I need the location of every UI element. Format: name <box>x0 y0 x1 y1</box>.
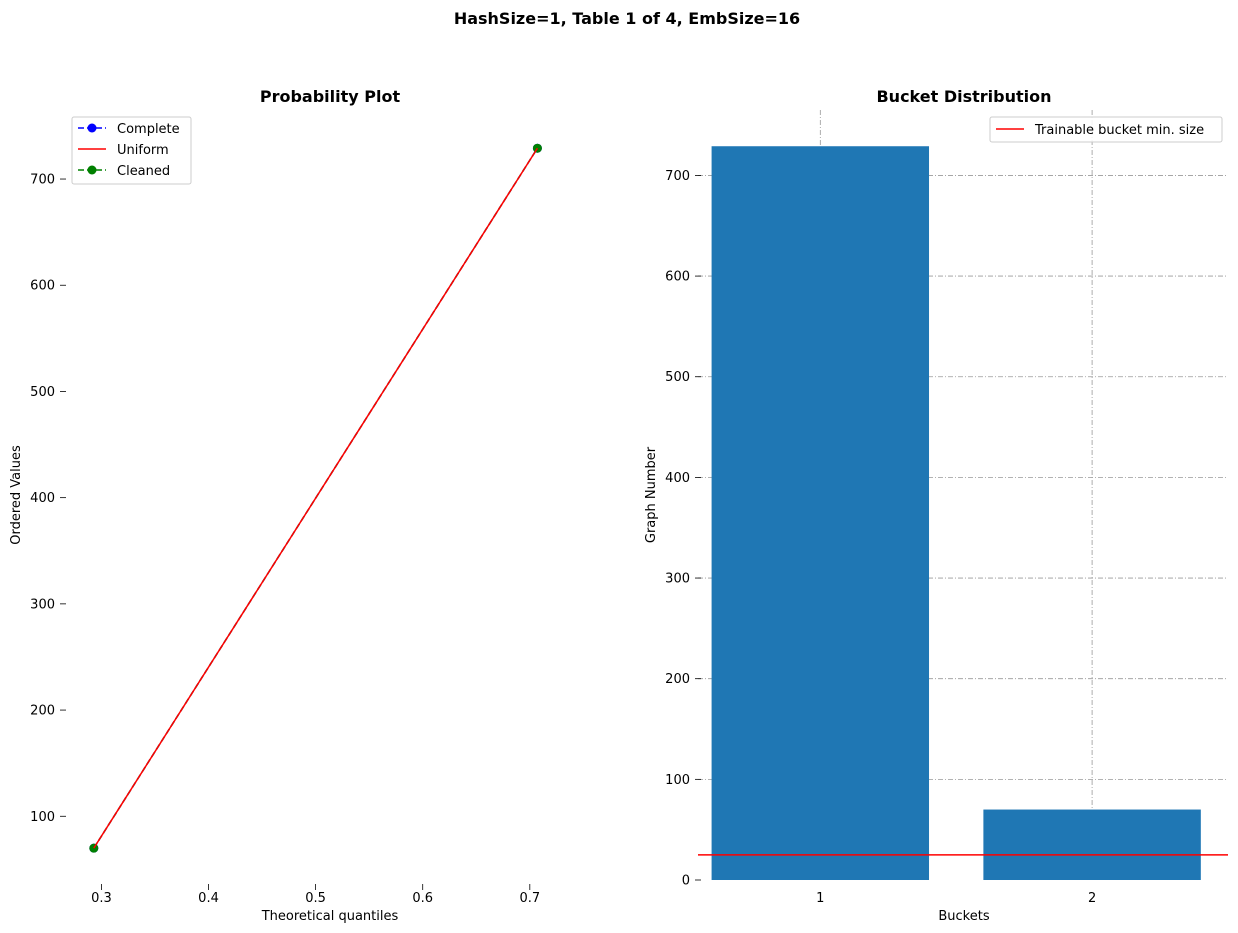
probability-plot-series <box>89 143 542 853</box>
y-tick-label: 300 <box>30 597 55 612</box>
x-tick-label: 2 <box>1088 891 1096 906</box>
legend-entry-cleaned: Cleaned <box>78 164 170 179</box>
legend-entry-uniform: Uniform <box>78 143 169 158</box>
bucket-distribution-bars <box>711 146 1201 880</box>
bar-bucket-2 <box>983 809 1201 880</box>
y-tick-label: 600 <box>665 270 690 285</box>
y-tick-label: 300 <box>665 572 690 587</box>
probability-plot-panel: Probability Plot 100 200 300 400 500 600 700 0… <box>9 87 542 924</box>
bucket-distribution-xlabel: Buckets <box>938 909 989 924</box>
y-tick-label: 400 <box>665 471 690 486</box>
y-tick-label: 700 <box>30 173 55 188</box>
x-tick-label: 0.4 <box>198 891 219 906</box>
probability-plot-xlabel: Theoretical quantiles <box>261 909 399 924</box>
bucket-distribution-title: Bucket Distribution <box>876 87 1051 106</box>
y-tick-label: 600 <box>30 279 55 294</box>
bar-bucket-1 <box>711 146 930 880</box>
x-tick-label: 0.5 <box>305 891 326 906</box>
probability-plot-x-ticks: 0.3 0.4 0.5 0.6 0.7 <box>91 884 540 906</box>
legend-label-min-size: Trainable bucket min. size <box>1034 123 1204 138</box>
bucket-distribution-ylabel: Graph Number <box>644 446 659 543</box>
y-tick-label: 0 <box>682 874 690 889</box>
probability-plot-y-ticks: 100 200 300 400 500 600 700 <box>30 173 66 825</box>
x-tick-label: 0.7 <box>519 891 540 906</box>
x-tick-label: 1 <box>816 891 824 906</box>
legend-marker-cleaned <box>87 165 97 175</box>
bucket-distribution-panel: Bucket Distribution 0 100 200 300 400 500 600 7… <box>644 87 1228 924</box>
legend-label-uniform: Uniform <box>117 143 169 158</box>
x-tick-label: 0.6 <box>412 891 433 906</box>
legend-frame <box>989 116 1223 143</box>
y-tick-label: 400 <box>30 491 55 506</box>
bucket-distribution-y-ticks: 0 100 200 300 400 500 600 700 <box>665 169 701 889</box>
legend-frame <box>71 116 192 185</box>
figure-suptitle: HashSize=1, Table 1 of 4, EmbSize=16 <box>454 9 800 28</box>
legend-marker-complete <box>87 123 97 133</box>
y-tick-label: 200 <box>30 704 55 719</box>
y-tick-label: 100 <box>665 773 690 788</box>
x-tick-label: 0.3 <box>91 891 112 906</box>
legend-entry-complete: Complete <box>78 122 180 137</box>
series-line-uniform <box>93 147 539 849</box>
legend-label-cleaned: Cleaned <box>117 164 170 179</box>
probability-plot-legend: Complete Uniform Cleaned <box>71 116 192 185</box>
probability-plot-title: Probability Plot <box>260 87 401 106</box>
y-tick-label: 500 <box>665 370 690 385</box>
y-tick-label: 100 <box>30 810 55 825</box>
y-tick-label: 500 <box>30 385 55 400</box>
y-tick-label: 700 <box>665 169 690 184</box>
y-tick-label: 200 <box>665 672 690 687</box>
probability-plot-ylabel: Ordered Values <box>9 445 24 545</box>
bucket-distribution-legend: Trainable bucket min. size <box>989 116 1223 143</box>
legend-label-complete: Complete <box>117 122 180 137</box>
